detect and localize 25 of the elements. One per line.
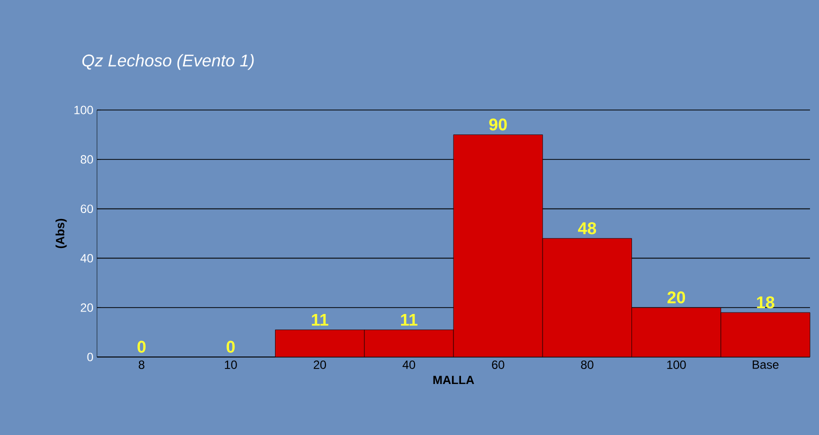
y-tick-label: 20 — [80, 303, 94, 312]
x-tick-label: 40 — [402, 360, 416, 369]
y-tick-label: 60 — [80, 204, 94, 214]
x-tick-label: 20 — [314, 360, 326, 369]
data-label: 48 — [578, 222, 596, 234]
y-tick-label: 100 — [74, 106, 94, 114]
data-label: 20 — [667, 291, 686, 304]
data-label: 11 — [401, 314, 418, 326]
y-axis-title: (Abs) — [56, 218, 67, 248]
x-tick-label: 80 — [581, 360, 594, 369]
data-label: 90 — [489, 118, 507, 131]
y-tick-label: 40 — [80, 254, 94, 262]
x-tick-label: 60 — [492, 360, 504, 369]
data-label: 0 — [138, 340, 146, 353]
x-tick-label: Base — [752, 360, 779, 369]
x-tick-label: 8 — [138, 360, 144, 369]
chart-title: Qz Lechoso (Evento 1) — [82, 54, 254, 70]
data-label: 18 — [757, 296, 774, 308]
data-label: 0 — [226, 340, 235, 353]
x-tick-label: 100 — [667, 360, 686, 369]
data-label: 11 — [312, 314, 328, 326]
y-tick-label: 80 — [80, 155, 94, 164]
y-tick-label: 0 — [87, 352, 94, 362]
x-tick-label: 10 — [224, 360, 237, 369]
x-axis-title: MALLA — [433, 376, 474, 384]
